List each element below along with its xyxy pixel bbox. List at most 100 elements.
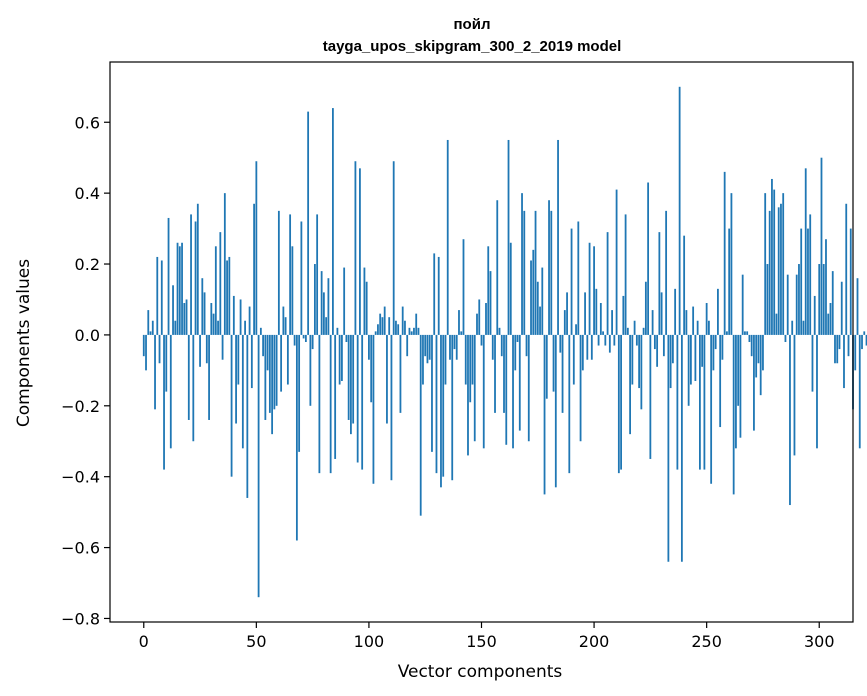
bar-24	[196, 203, 199, 335]
bar-302	[822, 264, 825, 335]
bar-278	[768, 210, 771, 335]
bar-148	[476, 313, 478, 335]
bar-198	[588, 242, 591, 335]
bar-167	[518, 334, 521, 431]
bar-168	[521, 193, 523, 335]
bar-207	[608, 334, 611, 353]
bar-221	[640, 334, 643, 410]
bar-217	[631, 334, 634, 385]
bar-244	[692, 306, 695, 335]
bar-196	[584, 292, 586, 335]
bar-141	[460, 331, 463, 335]
bar-248	[701, 334, 704, 367]
bar-120	[413, 327, 415, 335]
bar-143	[464, 334, 467, 385]
bar-313	[847, 334, 850, 357]
x-tick-label: 250	[691, 632, 722, 651]
bar-287	[789, 334, 791, 506]
bar-193	[577, 221, 580, 335]
bar-183	[554, 334, 557, 488]
x-axis-label: Vector components	[398, 662, 563, 682]
bar-170	[525, 334, 528, 357]
bar-154	[489, 271, 492, 335]
bar-185	[559, 334, 562, 353]
bar-285	[784, 334, 787, 342]
bar-213	[622, 295, 625, 335]
bar-0	[142, 334, 145, 357]
bar-28	[205, 334, 208, 364]
bar-268	[746, 331, 749, 335]
bar-135	[446, 139, 449, 335]
bar-79	[320, 271, 323, 335]
bar-43	[239, 299, 242, 335]
bar-160	[503, 334, 505, 413]
bar-311	[843, 334, 845, 389]
bar-38	[228, 256, 231, 335]
bar-320	[863, 331, 866, 335]
bar-304	[827, 313, 830, 335]
y-tick-label: −0.6	[61, 539, 100, 558]
bar-58	[273, 334, 276, 410]
bar-161	[505, 334, 508, 445]
bar-262	[732, 334, 735, 495]
chart-title-line2: tayga_upos_skipgram_300_2_2019 model	[323, 38, 622, 55]
bar-14	[174, 320, 177, 335]
bar-98	[363, 267, 366, 335]
bar-272	[755, 334, 758, 378]
bar-227	[653, 334, 656, 350]
bar-200	[593, 246, 595, 335]
bar-140	[458, 310, 460, 335]
bar-271	[753, 334, 755, 431]
bar-11	[167, 217, 170, 335]
bar-103	[374, 331, 377, 335]
bar-71	[302, 334, 305, 339]
bar-291	[798, 264, 800, 335]
bar-9	[163, 334, 165, 470]
bar-305	[829, 303, 832, 335]
x-tick-label: 0	[139, 632, 149, 651]
bar-85	[334, 334, 337, 459]
bar-194	[579, 334, 582, 442]
bar-176	[539, 306, 541, 335]
bar-299	[816, 334, 818, 449]
bar-97	[361, 334, 364, 470]
bar-77	[316, 214, 319, 335]
bar-12	[169, 334, 172, 449]
bar-52	[259, 327, 262, 335]
bar-48	[250, 334, 253, 389]
bar-51	[257, 334, 260, 598]
bar-92	[350, 334, 352, 435]
bar-44	[241, 334, 244, 449]
bar-231	[662, 334, 665, 357]
bar-189	[568, 334, 571, 474]
bar-178	[543, 334, 546, 495]
bar-86	[336, 327, 339, 335]
bar-129	[433, 253, 436, 335]
bar-114	[399, 334, 402, 413]
bar-191	[572, 334, 575, 385]
bar-127	[428, 334, 431, 360]
bar-139	[455, 334, 458, 360]
bar-204	[602, 331, 604, 335]
bar-117	[406, 334, 409, 357]
bar-288	[791, 320, 794, 335]
bar-223	[644, 281, 647, 335]
bar-269	[748, 334, 751, 342]
x-tick-label: 150	[466, 632, 497, 651]
bar-47	[248, 306, 251, 335]
bar-107	[383, 306, 386, 335]
bar-255	[717, 288, 719, 335]
bar-25	[199, 334, 201, 367]
bar-113	[397, 324, 400, 335]
bar-317	[856, 278, 859, 335]
bar-22	[192, 334, 195, 442]
bar-1	[145, 334, 147, 371]
bar-100	[368, 334, 370, 360]
bar-246	[696, 320, 699, 335]
bar-109	[388, 317, 391, 335]
bar-318	[858, 334, 861, 449]
bar-275	[762, 334, 764, 371]
bar-131	[437, 256, 440, 335]
bar-125	[424, 334, 427, 357]
